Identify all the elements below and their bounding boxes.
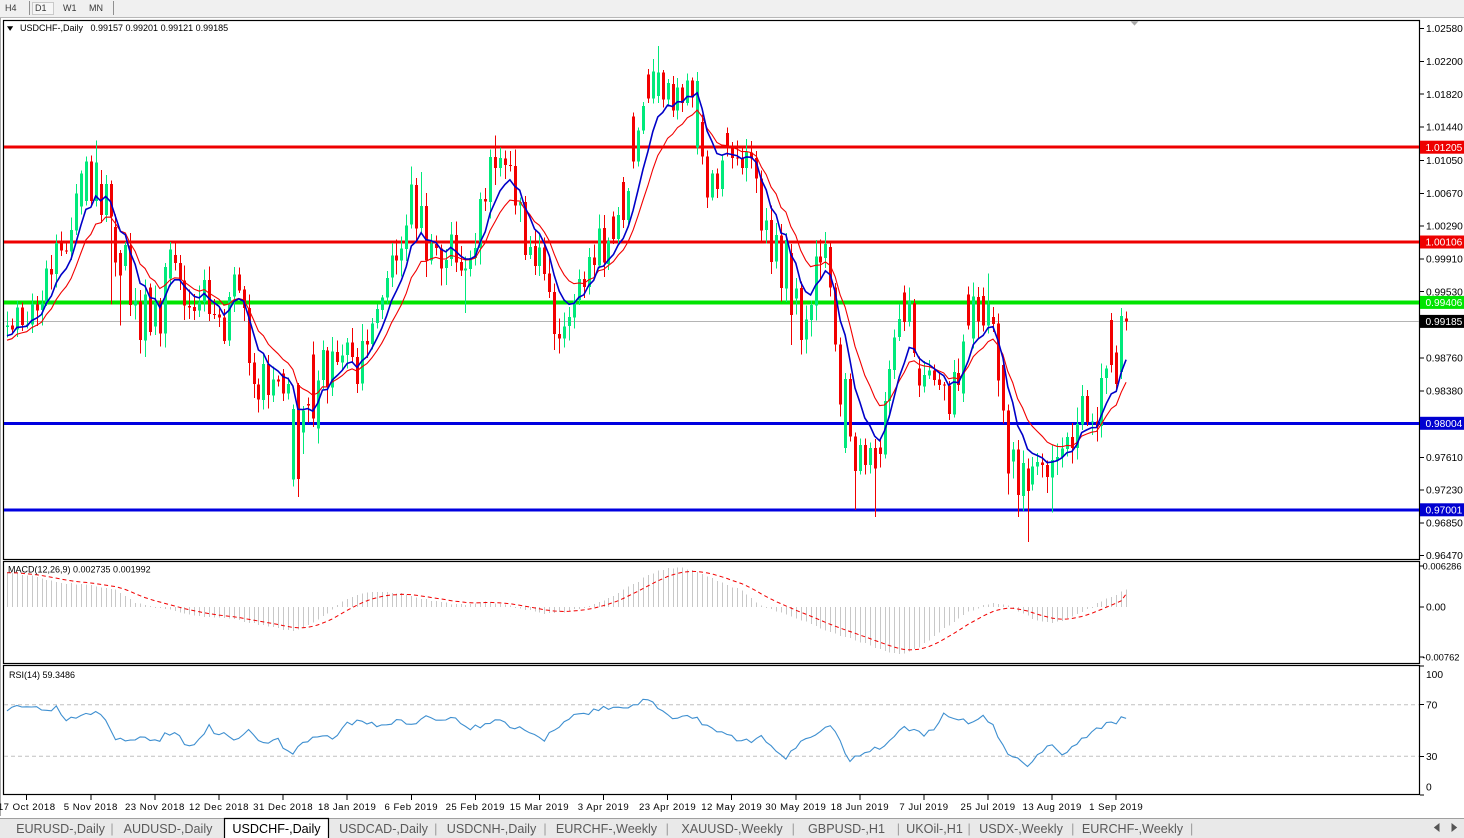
svg-text:70: 70 [1426,700,1438,711]
svg-text:30: 30 [1426,752,1438,763]
svg-text:0.00: 0.00 [1426,603,1446,614]
svg-text:|: | [543,822,546,836]
svg-text:23 Apr 2019: 23 Apr 2019 [639,802,696,813]
svg-text:UKOil-,H1: UKOil-,H1 [906,822,963,836]
svg-text:30 May 2019: 30 May 2019 [765,802,826,813]
svg-text:|: | [1071,822,1074,836]
svg-text:AUDUSD-,Daily: AUDUSD-,Daily [124,822,214,836]
svg-text:13 Aug 2019: 13 Aug 2019 [1023,802,1082,813]
svg-text:USDCNH-,Daily: USDCNH-,Daily [447,822,537,836]
svg-text:D1: D1 [35,3,47,13]
svg-text:MN: MN [89,3,103,13]
svg-text:25 Jul 2019: 25 Jul 2019 [961,802,1016,813]
svg-text:17 Oct 2018: 17 Oct 2018 [0,802,56,813]
svg-text:W1: W1 [63,3,77,13]
svg-text:1.01440: 1.01440 [1426,123,1463,134]
svg-text:USDX-,Weekly: USDX-,Weekly [979,822,1063,836]
svg-text:USDCHF-,Daily: USDCHF-,Daily [232,822,321,836]
svg-text:1.02200: 1.02200 [1426,57,1463,68]
svg-text:23 Nov 2018: 23 Nov 2018 [125,802,185,813]
svg-text:1.00670: 1.00670 [1426,189,1463,200]
svg-text:18 Jun 2019: 18 Jun 2019 [831,802,889,813]
svg-text:5 Nov 2018: 5 Nov 2018 [64,802,118,813]
svg-text:0.97001: 0.97001 [1426,505,1463,516]
svg-text:|: | [1190,822,1193,836]
svg-text:EURCHF-,Weekly: EURCHF-,Weekly [1082,822,1184,836]
svg-text:1.02580: 1.02580 [1426,24,1463,35]
svg-text:100: 100 [1426,670,1443,681]
svg-text:USDCAD-,Daily: USDCAD-,Daily [339,822,429,836]
svg-text:3 Apr 2019: 3 Apr 2019 [578,802,629,813]
svg-text:0.98760: 0.98760 [1426,354,1463,365]
svg-text:18 Jan 2019: 18 Jan 2019 [318,802,376,813]
svg-text:|: | [792,822,795,836]
svg-text:XAUUSD-,Weekly: XAUUSD-,Weekly [681,822,783,836]
svg-text:EURUSD-,Daily: EURUSD-,Daily [16,822,106,836]
svg-text:0.99530: 0.99530 [1426,287,1463,298]
svg-text:EURCHF-,Weekly: EURCHF-,Weekly [556,822,658,836]
svg-text:0.98004: 0.98004 [1426,419,1463,430]
svg-text:0.96850: 0.96850 [1426,518,1463,529]
svg-text:31 Dec 2018: 31 Dec 2018 [253,802,313,813]
svg-text:0.99185: 0.99185 [1426,317,1463,328]
svg-text:1.01205: 1.01205 [1426,143,1463,154]
svg-text:0.99406: 0.99406 [1426,298,1463,309]
svg-text:12 Dec 2018: 12 Dec 2018 [189,802,249,813]
svg-text:0: 0 [1426,783,1432,794]
svg-text:25 Feb 2019: 25 Feb 2019 [446,802,505,813]
svg-text:|: | [434,822,437,836]
svg-text:15 Mar 2019: 15 Mar 2019 [510,802,569,813]
svg-text:-0.00762: -0.00762 [1423,651,1460,662]
svg-text:1.01050: 1.01050 [1426,156,1463,167]
svg-text:RSI(14) 59.3486: RSI(14) 59.3486 [9,670,75,680]
svg-text:6 Feb 2019: 6 Feb 2019 [385,802,439,813]
svg-text:0.99910: 0.99910 [1426,255,1463,266]
svg-text:0.006286: 0.006286 [1423,561,1462,572]
svg-text:0.98380: 0.98380 [1426,387,1463,398]
svg-text:1.00106: 1.00106 [1426,238,1463,249]
svg-text:7 Jul 2019: 7 Jul 2019 [899,802,948,813]
svg-text:1.00290: 1.00290 [1426,222,1463,233]
svg-text:0.97610: 0.97610 [1426,453,1463,464]
svg-text:|: | [897,822,900,836]
svg-text:|: | [110,822,113,836]
svg-text:12 May 2019: 12 May 2019 [701,802,762,813]
svg-text:0.97230: 0.97230 [1426,486,1463,497]
svg-text:|: | [968,822,971,836]
svg-text:1 Sep 2019: 1 Sep 2019 [1089,802,1143,813]
svg-text:USDCHF-,Daily 0.99157 0.9920: USDCHF-,Daily 0.99157 0.99201 0.99121 0.… [20,23,228,33]
svg-text:H4: H4 [5,3,17,13]
svg-text:1.01820: 1.01820 [1426,90,1463,101]
svg-text:GBPUSD-,H1: GBPUSD-,H1 [808,822,885,836]
svg-text:0.96470: 0.96470 [1426,551,1463,562]
svg-text:MACD(12,26,9) 0.002735 0.00199: MACD(12,26,9) 0.002735 0.001992 [8,564,151,574]
svg-text:|: | [666,822,669,836]
